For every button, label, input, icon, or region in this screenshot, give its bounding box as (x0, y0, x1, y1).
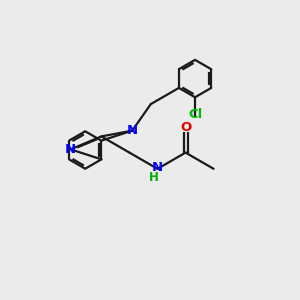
Text: N: N (127, 124, 138, 137)
Text: O: O (180, 121, 191, 134)
Text: N: N (152, 161, 163, 174)
Text: Cl: Cl (188, 107, 202, 121)
Text: H: H (149, 171, 159, 184)
Text: N: N (65, 143, 76, 156)
